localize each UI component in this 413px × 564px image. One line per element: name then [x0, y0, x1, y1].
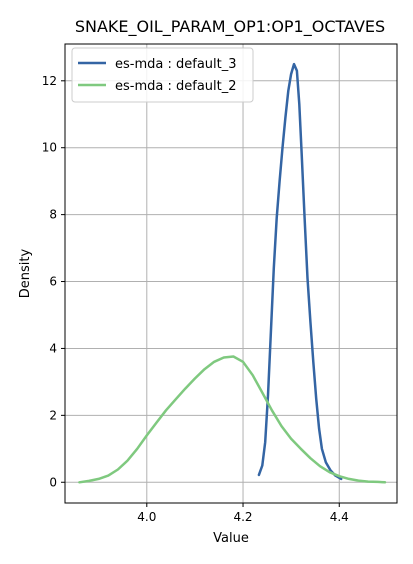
plot-frame	[64, 43, 398, 504]
y-tick-label: 10	[42, 141, 57, 155]
series-line	[257, 62, 343, 481]
x-axis-label: Value	[213, 531, 249, 546]
series-layer	[78, 62, 387, 484]
chart-title: SNAKE_OIL_PARAM_OP1:OP1_OCTAVES	[75, 17, 385, 37]
x-tick-label: 4.4	[330, 510, 349, 524]
legend-label: es-mda : default_2	[115, 79, 237, 94]
x-tick-label: 4.0	[137, 510, 156, 524]
axis-ticks: 4.0 4.2 4.4 0 2 4 6 8 10 12	[42, 74, 349, 524]
y-axis-label: Density	[18, 248, 33, 298]
series-line	[78, 355, 387, 484]
y-tick-label: 0	[49, 475, 57, 489]
x-tick-label: 4.2	[233, 510, 252, 524]
legend-label: es-mda : default_3	[115, 57, 237, 72]
legend: es-mda : default_3 es-mda : default_2	[71, 47, 254, 103]
y-tick-label: 4	[49, 341, 57, 355]
y-tick-label: 2	[49, 408, 57, 422]
y-tick-label: 6	[49, 275, 57, 289]
y-tick-label: 8	[49, 208, 57, 222]
y-tick-label: 12	[42, 74, 57, 88]
legend-box	[71, 47, 254, 103]
